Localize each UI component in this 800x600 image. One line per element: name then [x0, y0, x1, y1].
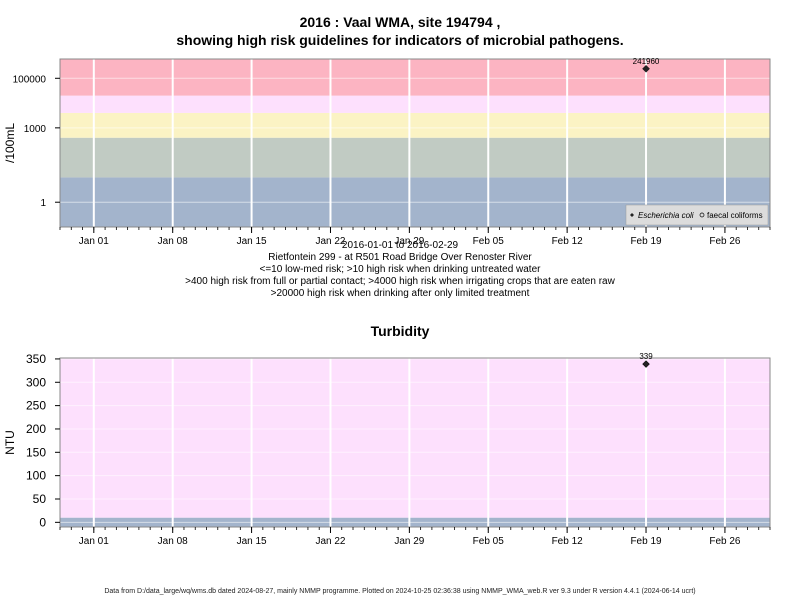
risk-band	[60, 112, 770, 138]
legend-marker-diamond	[630, 213, 634, 217]
footer-note: Data from D:/data_large/wq/wms.db dated …	[104, 588, 696, 595]
x-tick-label: Jan 29	[394, 536, 424, 547]
y-tick-label: 250	[26, 399, 46, 413]
plot-frame	[59, 357, 771, 528]
x-tick-label: Jan 15	[237, 536, 267, 547]
y-tick-label: 150	[26, 445, 46, 459]
data-label: 241960	[633, 57, 660, 66]
date-range-label: 2016-01-01 to 2016-02-29	[341, 240, 459, 251]
legend-marker-circle	[699, 212, 705, 218]
x-tick-label: Jan 08	[158, 236, 188, 247]
y-tick-label: 100	[26, 469, 46, 483]
turbidity-title: Turbidity	[370, 323, 430, 339]
x-tick-label: Feb 19	[630, 536, 662, 547]
legend-label: Escherichia coli	[638, 211, 694, 220]
y-axis-label: NTU	[3, 430, 17, 455]
x-tick-label: Jan 01	[79, 236, 109, 247]
risk-guideline-line3: >20000 high risk when drinking after onl…	[270, 288, 530, 299]
y-tick-label: 1	[40, 198, 46, 209]
data-label: 339	[639, 352, 653, 361]
x-tick-label: Jan 22	[315, 536, 345, 547]
x-tick-label: Jan 15	[237, 236, 267, 247]
chart-legend: Escherichia coli faecal coliforms	[625, 204, 769, 226]
y-tick-label: 300	[26, 375, 46, 389]
risk-band	[60, 358, 770, 518]
x-tick-label: Feb 05	[473, 236, 505, 247]
risk-band	[60, 95, 770, 113]
y-tick-label: 0	[39, 515, 46, 529]
risk-guideline-line2: >400 high risk from full or partial cont…	[185, 276, 615, 287]
risk-band	[60, 59, 770, 96]
y-tick-label: 1000	[24, 124, 47, 135]
data-point	[642, 64, 650, 73]
chart-panel-1: Jan 01 Jan 08 Jan 15 Jan 22 Jan 29 Feb 05 Feb …	[3, 57, 771, 247]
legend-box	[625, 204, 769, 226]
x-tick-label: Feb 26	[709, 236, 741, 247]
x-tick-label: Jan 01	[79, 536, 109, 547]
y-tick-label: 100000	[13, 74, 47, 85]
data-point	[642, 360, 650, 368]
legend-label: faecal coliforms	[707, 211, 763, 220]
chart-title-line1: 2016 : Vaal WMA, site 194794 ,	[299, 14, 501, 30]
x-tick-label: Feb 12	[552, 536, 584, 547]
risk-band	[60, 137, 770, 178]
chart-panel-2: Jan 01 Jan 08 Jan 15 Jan 22 Jan 29 Feb 05 Feb …	[3, 352, 771, 547]
x-tick-label: Feb 19	[630, 236, 662, 247]
y-axis-label: /100mL	[3, 123, 17, 163]
y-tick-label: 50	[33, 492, 47, 506]
x-tick-label: Jan 29	[394, 236, 424, 247]
x-tick-label: Jan 08	[158, 536, 188, 547]
x-tick-label: Jan 22	[315, 236, 345, 247]
y-tick-label: 200	[26, 422, 46, 436]
x-tick-label: Feb 05	[473, 536, 505, 547]
site-name-label: Rietfontein 299 - at R501 Road Bridge Ov…	[268, 252, 532, 263]
plot-frame	[59, 58, 771, 228]
x-tick-label: Feb 26	[709, 536, 741, 547]
x-tick-label: Feb 12	[552, 236, 584, 247]
chart-title-line2: showing high risk guidelines for indicat…	[176, 32, 624, 48]
y-tick-label: 350	[26, 352, 46, 366]
risk-guideline-line1: <=10 low-med risk; >10 high risk when dr…	[259, 264, 541, 275]
